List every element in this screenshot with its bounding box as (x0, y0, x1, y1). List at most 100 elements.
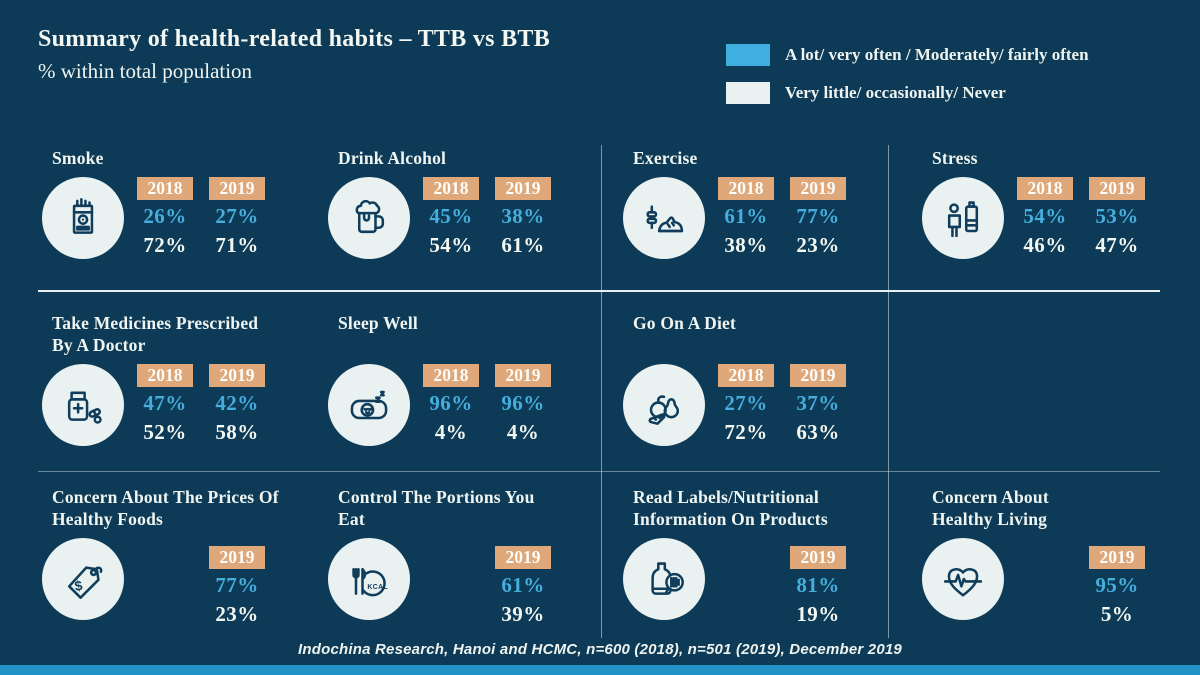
row-divider (38, 290, 1160, 292)
value-columns: 2018 45% 54% 2019 38% 61% (422, 177, 552, 258)
btb-value: 72% (724, 420, 768, 444)
habit-title: Control The Portions You Eat (338, 487, 535, 529)
legend-item-btb: Very little/ occasionally/ Never (726, 82, 1089, 104)
ttb-value: 47% (143, 391, 187, 415)
habit-title: Exercise (633, 148, 698, 168)
habit-body: 2018 45% 54% 2019 38% 61% (328, 177, 633, 259)
habit-card-stress: Stress 2018 54% 46% (922, 145, 1170, 292)
year-badge: 2018 (718, 177, 774, 200)
ttb-value: 81% (796, 573, 840, 597)
year-column: 2018 47% 52% (136, 364, 194, 445)
ttb-value: 95% (1095, 573, 1139, 597)
ttb-value: 77% (215, 573, 259, 597)
page-subtitle: % within total population (38, 59, 253, 83)
habit-card-smoke: Smoke 2018 26% 72% (42, 145, 338, 292)
legend: A lot/ very often / Moderately/ fairly o… (726, 44, 1089, 120)
year-badge: 2019 (790, 177, 846, 200)
year-column: 2019 61% 39% (494, 546, 552, 627)
habit-card-take-medicines: Take Medicines Prescribed By A Doctor 20… (42, 292, 338, 472)
ttb-value: 45% (429, 204, 473, 228)
year-column: 2019 77% 23% (789, 177, 847, 258)
btb-value: 23% (215, 602, 259, 626)
btb-value: 63% (796, 420, 840, 444)
year-badge: 2018 (423, 364, 479, 387)
year-badge: 2019 (209, 177, 265, 200)
habit-card-sleep-well: Sleep Well 2018 96% 4% (328, 292, 633, 472)
habit-card-exercise: Exercise 2018 61% 3 (623, 145, 932, 292)
btb-color-swatch (726, 82, 770, 104)
btb-value: 38% (724, 233, 768, 257)
sleeping-pillow-icon (328, 364, 410, 446)
btb-value: 5% (1100, 602, 1134, 626)
habit-body: KCAL 2019 61% 39% (328, 538, 633, 627)
ttb-value: 53% (1095, 204, 1139, 228)
habit-body: 2018 26% 72% 2019 27% 71% (42, 177, 338, 259)
year-column: 2019 42% 58% (208, 364, 266, 445)
habit-title: Take Medicines Prescribed By A Doctor (52, 313, 259, 355)
habit-body: 2018 47% 52% 2019 42% 58% (42, 364, 338, 446)
btb-value: 71% (215, 233, 259, 257)
habit-title: Stress (932, 148, 978, 168)
btb-value: 54% (429, 233, 473, 257)
year-column: 2019 27% 71% (208, 177, 266, 258)
habit-body: $ 2019 77% 23% (42, 538, 338, 627)
habit-title: Go On A Diet (633, 313, 737, 333)
btb-value: 58% (215, 420, 259, 444)
value-columns: 2018 96% 4% 2019 96% 4% (422, 364, 552, 445)
ttb-value: 27% (724, 391, 768, 415)
cigarette-pack-icon (42, 177, 124, 259)
source-note: Indochina Research, Hanoi and HCMC, n=60… (298, 641, 902, 658)
btb-value: 47% (1095, 233, 1139, 257)
ttb-value: 77% (796, 204, 840, 228)
beer-mug-icon (328, 177, 410, 259)
ttb-value: 42% (215, 391, 259, 415)
year-column: 2018 61% 38% (717, 177, 775, 258)
ttb-value: 37% (796, 391, 840, 415)
btb-value: 52% (143, 420, 187, 444)
year-column: 2019 81% 19% (789, 546, 847, 627)
year-column: 2019 53% 47% (1088, 177, 1146, 258)
year-badge: 2018 (137, 364, 193, 387)
legend-item-ttb: A lot/ very often / Moderately/ fairly o… (726, 44, 1089, 66)
price-tag-icon: $ (42, 538, 124, 620)
habit-body: 2018 27% 72% 2019 37% 63% (623, 364, 932, 446)
year-column: 2018 45% 54% (422, 177, 480, 258)
year-column: 2019 95% 5% (1088, 546, 1146, 627)
value-columns: 2018 26% 72% 2019 27% 71% (136, 177, 266, 258)
habit-card-control-portions: Control The Portions You Eat KCAL 2019 6… (328, 472, 633, 644)
habit-card-read-labels: Read Labels/Nutritional Information On P… (623, 472, 932, 644)
year-column: 2019 77% 23% (208, 546, 266, 627)
year-badge: 2019 (1089, 177, 1145, 200)
year-badge: 2018 (1017, 177, 1073, 200)
fruits-vegetables-icon (623, 364, 705, 446)
ttb-value: 26% (143, 204, 187, 228)
btb-value: 39% (501, 602, 545, 626)
column-divider (601, 145, 602, 638)
ttb-value: 96% (501, 391, 545, 415)
year-badge: 2018 (423, 177, 479, 200)
year-badge: 2019 (790, 546, 846, 569)
habit-card-drink-alcohol: Drink Alcohol 2018 45% 54% (328, 145, 633, 292)
habit-title: Drink Alcohol (338, 148, 447, 168)
ttb-value: 61% (501, 573, 545, 597)
btb-value: 46% (1023, 233, 1067, 257)
btb-value: 61% (501, 233, 545, 257)
btb-value: 4% (434, 420, 468, 444)
habit-body: 2018 96% 4% 2019 96% 4% (328, 364, 633, 446)
row-divider (38, 471, 1160, 472)
accent-bar (0, 665, 1200, 675)
year-column: 2018 54% 46% (1016, 177, 1074, 258)
habit-body: 2019 81% 19% (623, 538, 932, 627)
ttb-color-swatch (726, 44, 770, 66)
year-badge: 2018 (137, 177, 193, 200)
heart-pulse-icon (922, 538, 1004, 620)
habit-title: Concern About The Prices Of Healthy Food… (52, 487, 279, 529)
ttb-value: 38% (501, 204, 545, 228)
year-badge: 2019 (790, 364, 846, 387)
year-badge: 2019 (209, 364, 265, 387)
value-columns: 2019 81% 19% (789, 538, 847, 627)
ttb-value: 96% (429, 391, 473, 415)
habit-title: Sleep Well (338, 313, 418, 333)
value-columns: 2019 61% 39% (494, 538, 552, 627)
